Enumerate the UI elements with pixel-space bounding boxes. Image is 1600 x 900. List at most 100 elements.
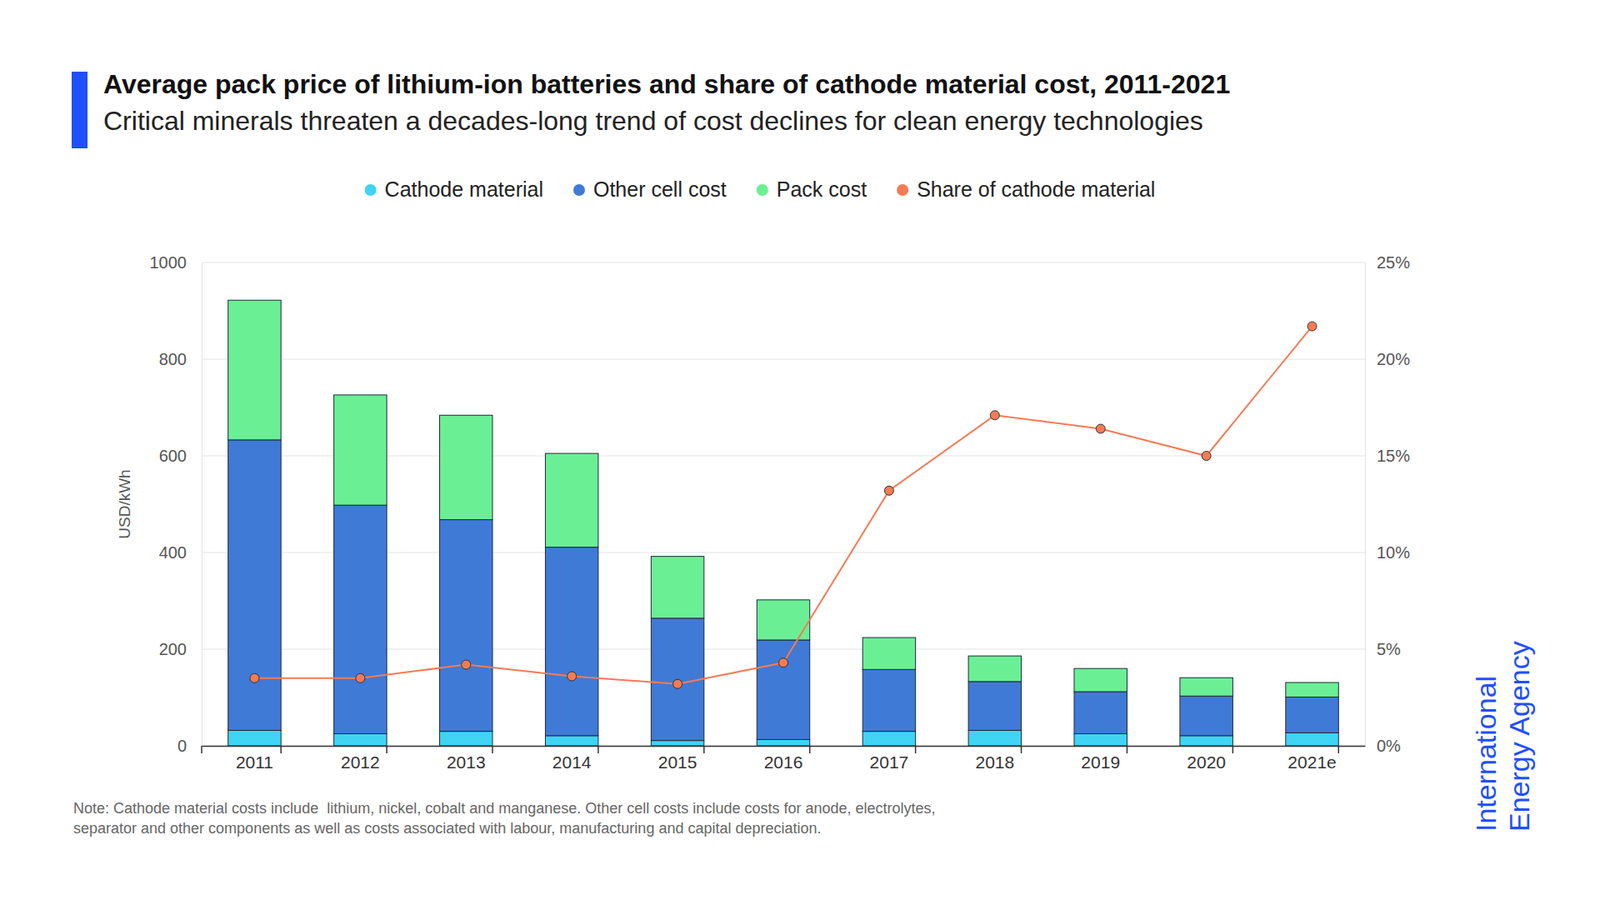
tick-label: 20% [1376, 350, 1410, 369]
tick: 25% [1365, 253, 1410, 272]
bar-series [228, 440, 1340, 741]
separator [809, 745, 811, 754]
bar [440, 520, 493, 732]
marker [884, 485, 894, 495]
tick-label: 400 [159, 543, 187, 562]
tick-label: 0 [177, 736, 187, 755]
bar [1180, 695, 1233, 736]
tick-label: 2014 [552, 752, 592, 772]
legend-label: Cathode material [385, 177, 544, 201]
marker [250, 673, 260, 683]
category-separators [201, 745, 1339, 754]
tick: 2012 [340, 745, 380, 772]
legend-item: Share of cathode material [896, 177, 1155, 201]
legend-swatch [896, 184, 909, 196]
tick: 1000 [150, 253, 203, 272]
axis-line [201, 263, 203, 747]
bar [228, 300, 281, 440]
tick: 2016 [764, 745, 804, 772]
legend-label: Other cell cost [593, 177, 727, 201]
x-axis: 2011201220132014201520162017201820192020… [202, 745, 1366, 772]
grid [201, 262, 1365, 746]
tick: 5% [1365, 640, 1401, 659]
legend-swatch [756, 184, 769, 196]
bar [1285, 696, 1339, 733]
y2-axis: 0%5%10%15%20%25% [1365, 253, 1410, 755]
marker [1307, 321, 1317, 331]
bar [1074, 734, 1127, 747]
tick: 600 [159, 446, 202, 465]
tick: 15% [1365, 446, 1410, 465]
tick-label: 2012 [340, 752, 380, 772]
bar [545, 547, 598, 736]
tick-label: 2015 [658, 752, 698, 772]
axis-title: USD/kWh [115, 469, 134, 539]
bar [1180, 677, 1233, 696]
bar [1074, 691, 1127, 734]
separator [200, 745, 203, 754]
grid-line [201, 262, 1365, 264]
marker [779, 658, 789, 668]
separator [703, 745, 705, 754]
marker [1201, 451, 1211, 461]
legend-swatch [365, 184, 377, 196]
separator [1338, 745, 1340, 754]
tick-label: 600 [159, 446, 187, 465]
tick-label: 2019 [1080, 752, 1120, 772]
marker [355, 673, 365, 683]
y-axis: 0 200 400 600 800 1000 [150, 253, 203, 755]
legend-item: Other cell cost [573, 177, 727, 201]
axis-line [202, 745, 1366, 748]
tick-label: 25% [1376, 253, 1410, 272]
tick: 2019 [1080, 745, 1120, 772]
note: Note: Cathode material costs include lit… [73, 800, 936, 817]
plot-area [228, 300, 1340, 746]
tick: 2011 [235, 745, 274, 772]
line [254, 326, 1312, 685]
marker [673, 679, 683, 689]
tick-label: 2021e [1287, 752, 1336, 772]
separator [1020, 745, 1023, 754]
tick-label: 2011 [235, 752, 274, 772]
tick: 2015 [658, 745, 698, 772]
tick: 400 [159, 543, 202, 562]
bar [968, 655, 1021, 682]
marker [1095, 424, 1105, 434]
marker [990, 410, 1000, 420]
separator [1126, 745, 1129, 754]
separator [385, 745, 388, 754]
separator [491, 745, 494, 754]
axis-line [1365, 263, 1366, 747]
bar-series [228, 300, 1340, 697]
tick-label: 2018 [975, 752, 1015, 772]
tick-label: 200 [159, 640, 187, 659]
tick-label: 5% [1376, 640, 1401, 659]
bar [440, 415, 493, 520]
bar [968, 730, 1021, 746]
legend-swatch [573, 184, 585, 196]
bar [756, 640, 810, 740]
title-accent [71, 71, 88, 149]
tick: 2020 [1186, 745, 1226, 772]
title: Average pack price of lithium-ion batter… [103, 69, 1230, 100]
bar [334, 395, 387, 505]
marker [567, 671, 577, 681]
tick-label: 1000 [150, 253, 188, 272]
marker [461, 660, 471, 670]
tick-label: 15% [1376, 446, 1410, 465]
bar [545, 735, 598, 746]
tick: 0 [177, 736, 202, 755]
legend: Cathode materialOther cell costPack cost… [365, 177, 1156, 201]
tick: 800 [159, 350, 202, 369]
bar [440, 731, 493, 746]
bar [650, 618, 704, 741]
tick: 2021e [1287, 745, 1336, 772]
chart: Average pack price of lithium-ion batter… [0, 0, 1600, 900]
tick: 0% [1365, 736, 1401, 755]
bar [968, 681, 1021, 731]
tick-label: 2016 [764, 752, 804, 772]
separator [280, 745, 282, 754]
bar [334, 734, 387, 747]
bar [650, 740, 704, 746]
bar [1285, 682, 1339, 697]
